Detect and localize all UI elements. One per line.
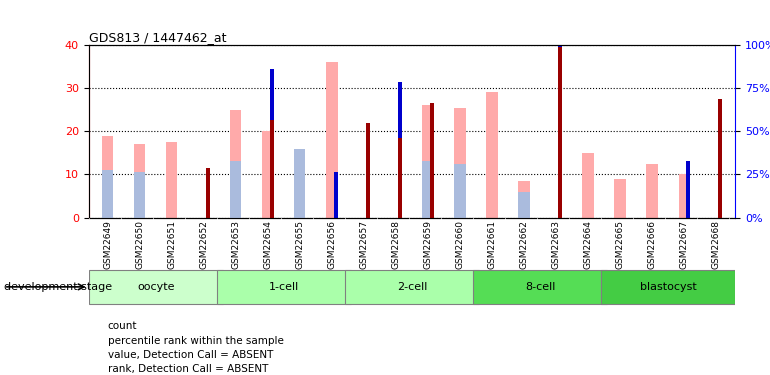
Bar (718, 99, 722, 218)
FancyBboxPatch shape (473, 270, 608, 304)
Text: rank, Detection Call = ABSENT: rank, Detection Call = ABSENT (108, 364, 268, 374)
Bar (102, 170, 113, 217)
Bar (582, 153, 594, 218)
Bar (518, 192, 530, 217)
Bar (334, 172, 338, 217)
Bar (134, 144, 146, 218)
Bar (230, 110, 242, 218)
Text: 2-cell: 2-cell (397, 282, 427, 292)
Bar (487, 93, 497, 218)
Bar (166, 142, 177, 218)
FancyBboxPatch shape (601, 270, 735, 304)
Bar (518, 181, 530, 218)
Bar (270, 69, 274, 120)
Bar (102, 136, 113, 218)
Bar (294, 148, 306, 217)
Bar (454, 108, 466, 218)
Bar (430, 103, 434, 218)
Bar (367, 123, 370, 218)
Bar (206, 168, 210, 217)
Bar (454, 164, 466, 218)
Bar (558, 47, 562, 217)
Text: count: count (108, 321, 137, 331)
Bar (647, 164, 658, 218)
FancyBboxPatch shape (89, 270, 223, 304)
Bar (398, 82, 402, 138)
Text: value, Detection Call = ABSENT: value, Detection Call = ABSENT (108, 350, 273, 360)
Text: oocyte: oocyte (137, 282, 175, 292)
Bar (614, 179, 626, 218)
Bar (678, 174, 690, 217)
FancyBboxPatch shape (345, 270, 479, 304)
Text: percentile rank within the sample: percentile rank within the sample (108, 336, 283, 345)
Bar (423, 105, 434, 218)
Bar (294, 164, 306, 218)
Bar (326, 62, 337, 217)
Bar (134, 172, 146, 217)
Bar (558, 0, 562, 47)
Bar (423, 161, 434, 218)
Text: blastocyst: blastocyst (640, 282, 697, 292)
Text: development stage: development stage (4, 282, 112, 292)
Bar (686, 161, 690, 218)
Text: 8-cell: 8-cell (525, 282, 555, 292)
Bar (270, 120, 274, 218)
Bar (398, 138, 402, 218)
FancyBboxPatch shape (216, 270, 351, 304)
Text: GDS813 / 1447462_at: GDS813 / 1447462_at (89, 31, 226, 44)
Bar (263, 131, 273, 218)
Text: 1-cell: 1-cell (269, 282, 299, 292)
Bar (230, 161, 242, 218)
